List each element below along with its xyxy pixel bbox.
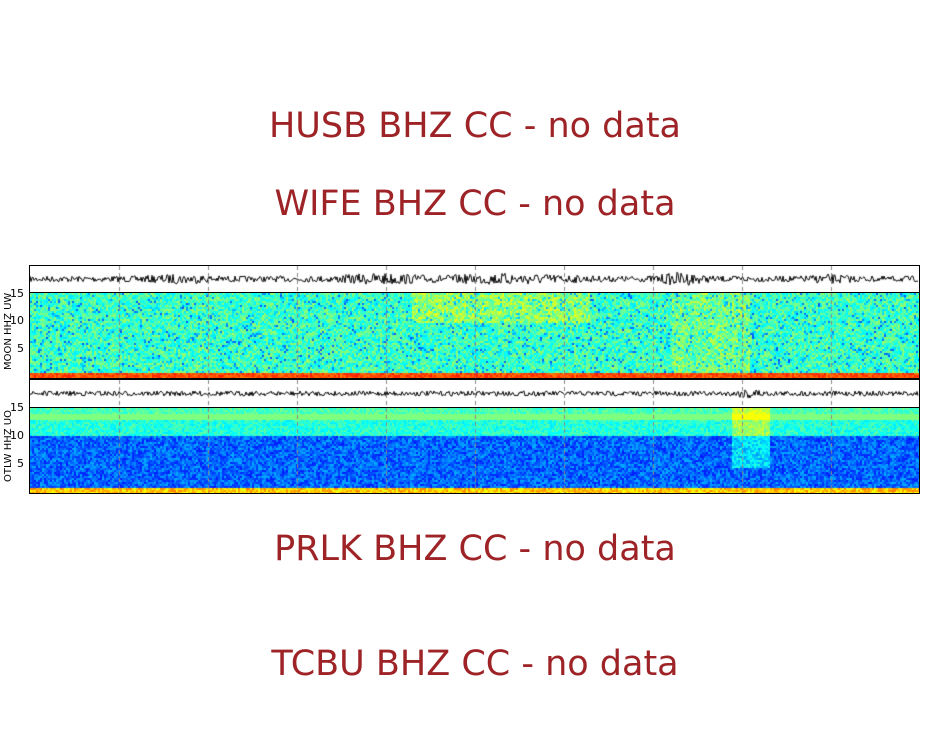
moon-ytick-5: 5: [17, 342, 24, 355]
moon-spectrogram-panel: [29, 292, 920, 379]
no-data-wife: WIFE BHZ CC - no data: [274, 184, 676, 224]
moon-waveform: [30, 266, 919, 292]
no-data-husb: HUSB BHZ CC - no data: [268, 106, 682, 146]
otlw-spectrogram-panel: [29, 407, 920, 494]
moon-ytick-15: 15: [10, 287, 24, 300]
no-data-tcbu: TCBU BHZ CC - no data: [271, 644, 679, 684]
moon-spectrogram: [30, 293, 919, 378]
moon-ytick-10: 10: [10, 314, 24, 327]
no-data-prlk: PRLK BHZ CC - no data: [274, 529, 676, 569]
otlw-waveform-panel: [29, 379, 920, 408]
otlw-ytick-5: 5: [17, 457, 24, 470]
otlw-spectrogram: [30, 408, 919, 493]
otlw-ylabel: OTLW HHZ UO: [3, 410, 14, 482]
otlw-waveform: [30, 380, 919, 407]
moon-waveform-panel: [29, 265, 920, 293]
otlw-ytick-10: 10: [10, 429, 24, 442]
moon-ylabel: MOON HHZ UW: [3, 292, 14, 370]
otlw-ytick-15: 15: [10, 401, 24, 414]
